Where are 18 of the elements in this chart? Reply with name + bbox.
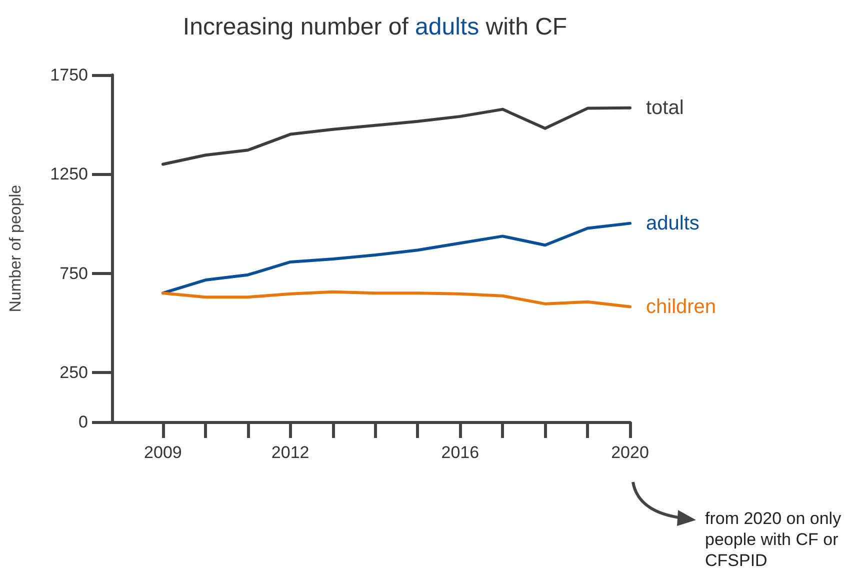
series-label: total [646,96,684,119]
y-tick-label: 750 [60,264,88,283]
y-tick-label: 1750 [50,66,88,84]
y-tick-label: 250 [60,362,88,382]
line-series [161,290,632,308]
y-tick-label: 1250 [50,164,88,184]
line-series [161,106,632,166]
text: from 2020 on only people with CF or CFSPID [705,508,842,571]
x-tick-label: 2016 [441,443,480,462]
x-tick-label: 2009 [144,443,182,462]
line-series [161,222,632,295]
series-label: adults [646,212,700,234]
x-tick-label: 2012 [271,443,310,462]
series-label: children [646,296,716,318]
x-tick-label: 2020 [611,443,649,462]
chart-title: Increasing number of adults with CF [182,14,568,40]
y-axis-title: Number of people [8,184,24,312]
y-tick-label: 0 [78,412,88,432]
